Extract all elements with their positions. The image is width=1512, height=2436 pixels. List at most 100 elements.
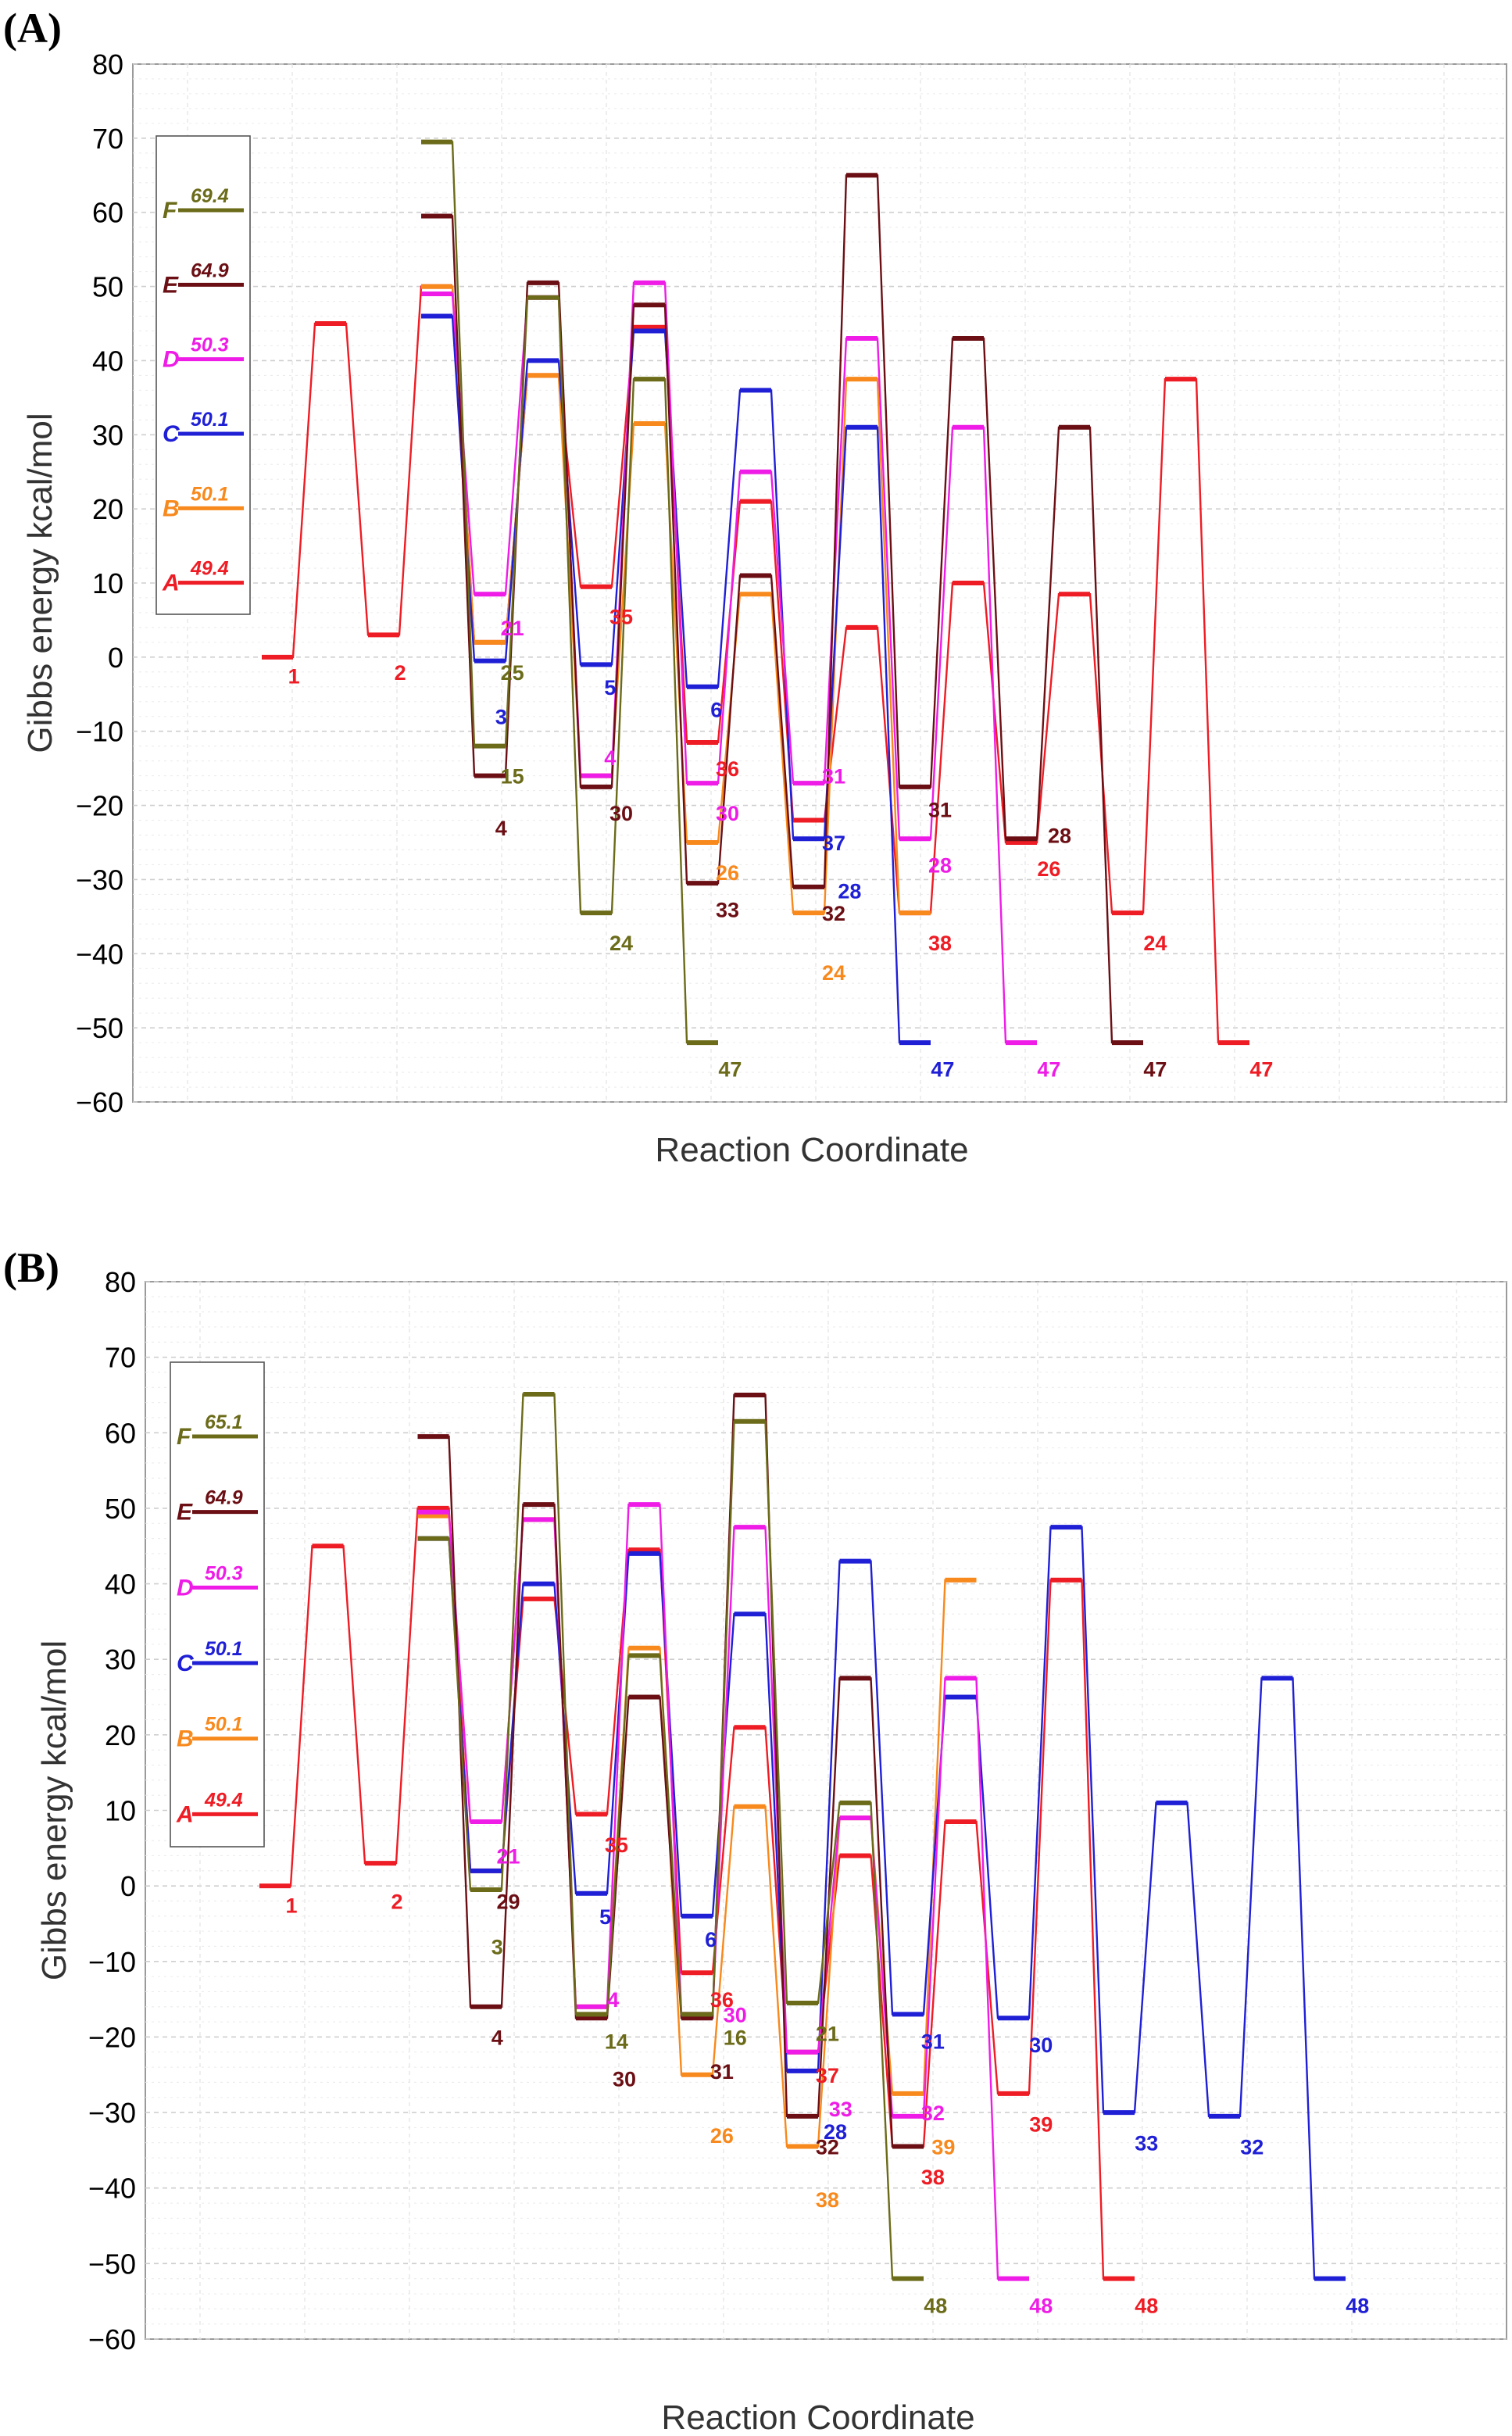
x-axis-label: Reaction Coordinate — [655, 1131, 968, 1169]
species-label: 35 — [609, 606, 633, 629]
y-tick-label: −50 — [76, 1012, 123, 1044]
y-axis-label: Gibbs energy kcal/mol — [21, 413, 59, 753]
series-line-E — [417, 1393, 924, 2148]
legend-letter-E: E — [163, 272, 179, 298]
species-label: 47 — [1143, 1057, 1167, 1081]
species-label: 47 — [1249, 1057, 1273, 1081]
chart-panel-0: 80 70 60 50 40 30 20 10 0 −10 −20 −30 −40 −50 −60 (A) Gi… — [3, 5, 1507, 1169]
species-label: 5 — [599, 1905, 611, 1929]
y-tick-label: 70 — [92, 123, 123, 155]
series-group — [262, 139, 1249, 1046]
species-label: 39 — [1029, 2113, 1053, 2137]
legend: F 69.4 E 64.9 D 50.3 C 50.1 B 50.1 A 49.4 — [155, 135, 251, 615]
legend-value-A: 49.4 — [190, 558, 229, 580]
series-line-C — [417, 1526, 1346, 2280]
species-label: 29 — [497, 1890, 520, 1913]
species-label: 31 — [921, 2030, 945, 2053]
y-tick-label: 50 — [105, 1493, 136, 1525]
species-label: 30 — [716, 802, 739, 825]
species-label: 4 — [491, 2026, 503, 2049]
legend-letter-D: D — [177, 1575, 194, 1601]
y-tick-label: 50 — [92, 271, 123, 303]
species-label: 37 — [822, 832, 845, 855]
y-tick-label: −30 — [88, 2097, 136, 2129]
species-label: 30 — [724, 2003, 747, 2026]
y-tick-label: −10 — [88, 1946, 136, 1978]
y-tick-label: 40 — [105, 1569, 136, 1601]
species-label: 30 — [613, 2068, 636, 2091]
y-tick-label: −60 — [76, 1086, 123, 1118]
legend-box — [155, 135, 251, 615]
species-label: 24 — [609, 932, 633, 955]
series-line-C — [421, 315, 931, 1044]
panel-label: (B) — [3, 1244, 59, 1291]
species-label: 38 — [816, 2188, 839, 2212]
y-tick-label: −20 — [88, 2021, 136, 2053]
species-label: 47 — [1037, 1057, 1060, 1081]
species-label: 16 — [724, 2026, 747, 2049]
species-label: 31 — [822, 765, 845, 789]
y-tick-label: −60 — [88, 2323, 136, 2356]
y-tick-label: 0 — [120, 1870, 136, 1902]
legend-value-D: 50.3 — [191, 334, 229, 356]
species-label: 30 — [1029, 2034, 1053, 2057]
species-label: 33 — [829, 2098, 853, 2121]
y-tick-label: −10 — [76, 716, 123, 748]
legend-value-C: 50.1 — [205, 1638, 243, 1660]
legend-value-F: 65.1 — [205, 1411, 243, 1433]
y-tick-label: 30 — [92, 419, 123, 451]
y-tick-label: 20 — [92, 493, 123, 525]
series-group — [259, 1391, 1346, 2281]
chart-panel-1: 80 70 60 50 40 30 20 10 0 −10 −20 −30 −40 −50 −60 (B) Gi… — [3, 1244, 1507, 2436]
species-label: 1 — [288, 665, 300, 689]
legend-letter-F: F — [177, 1424, 191, 1450]
y-tick-label: 60 — [92, 197, 123, 229]
species-label: 24 — [822, 961, 845, 985]
y-tick-label: 80 — [105, 1266, 136, 1298]
legend-value-F: 69.4 — [191, 185, 229, 207]
species-label: 48 — [1029, 2295, 1053, 2318]
y-tick-label: −20 — [76, 790, 123, 822]
legend-letter-D: D — [163, 347, 180, 373]
species-label: 21 — [816, 2023, 839, 2046]
species-label: 15 — [501, 765, 524, 789]
panel-label: (A) — [3, 5, 62, 52]
species-label: 47 — [718, 1057, 742, 1081]
legend-value-E: 64.9 — [191, 259, 229, 281]
y-tick-label: 10 — [92, 567, 123, 599]
species-label: 47 — [931, 1057, 954, 1081]
species-label: 25 — [501, 661, 524, 685]
species-label: 33 — [1135, 2132, 1158, 2155]
species-label: 28 — [928, 853, 952, 877]
species-label: 5 — [604, 676, 616, 699]
species-label: 6 — [705, 1928, 717, 1951]
legend-letter-E: E — [177, 1500, 193, 1526]
species-label: 37 — [816, 2064, 839, 2087]
species-label: 6 — [710, 698, 722, 721]
species-label: 48 — [1346, 2295, 1369, 2318]
legend-value-D: 50.3 — [205, 1562, 243, 1584]
species-label: 14 — [605, 2030, 628, 2053]
x-axis-label: Reaction Coordinate — [661, 2398, 974, 2436]
species-label: 26 — [716, 861, 739, 885]
legend-value-C: 50.1 — [191, 409, 229, 431]
species-label: 32 — [816, 2136, 839, 2159]
grid — [133, 63, 1507, 1103]
species-label: 33 — [716, 898, 739, 921]
species-label: 4 — [495, 817, 507, 840]
legend-letter-C: C — [177, 1651, 195, 1676]
y-tick-label: 10 — [105, 1795, 136, 1827]
species-label: 21 — [497, 1844, 520, 1868]
y-axis-label: Gibbs energy kcal/mol — [35, 1640, 73, 1980]
y-tick-label: 40 — [92, 345, 123, 377]
species-label: 30 — [609, 802, 633, 825]
y-tick-label: −40 — [76, 938, 123, 970]
legend-box — [170, 1361, 265, 1848]
y-tick-label: −40 — [88, 2173, 136, 2205]
y-tick-label: 80 — [92, 48, 123, 80]
y-tick-label: −30 — [76, 864, 123, 896]
species-label: 38 — [921, 2166, 945, 2189]
legend: F 65.1 E 64.9 D 50.3 C 50.1 B 50.1 A 49.4 — [170, 1361, 265, 1848]
species-label: 36 — [716, 757, 739, 781]
